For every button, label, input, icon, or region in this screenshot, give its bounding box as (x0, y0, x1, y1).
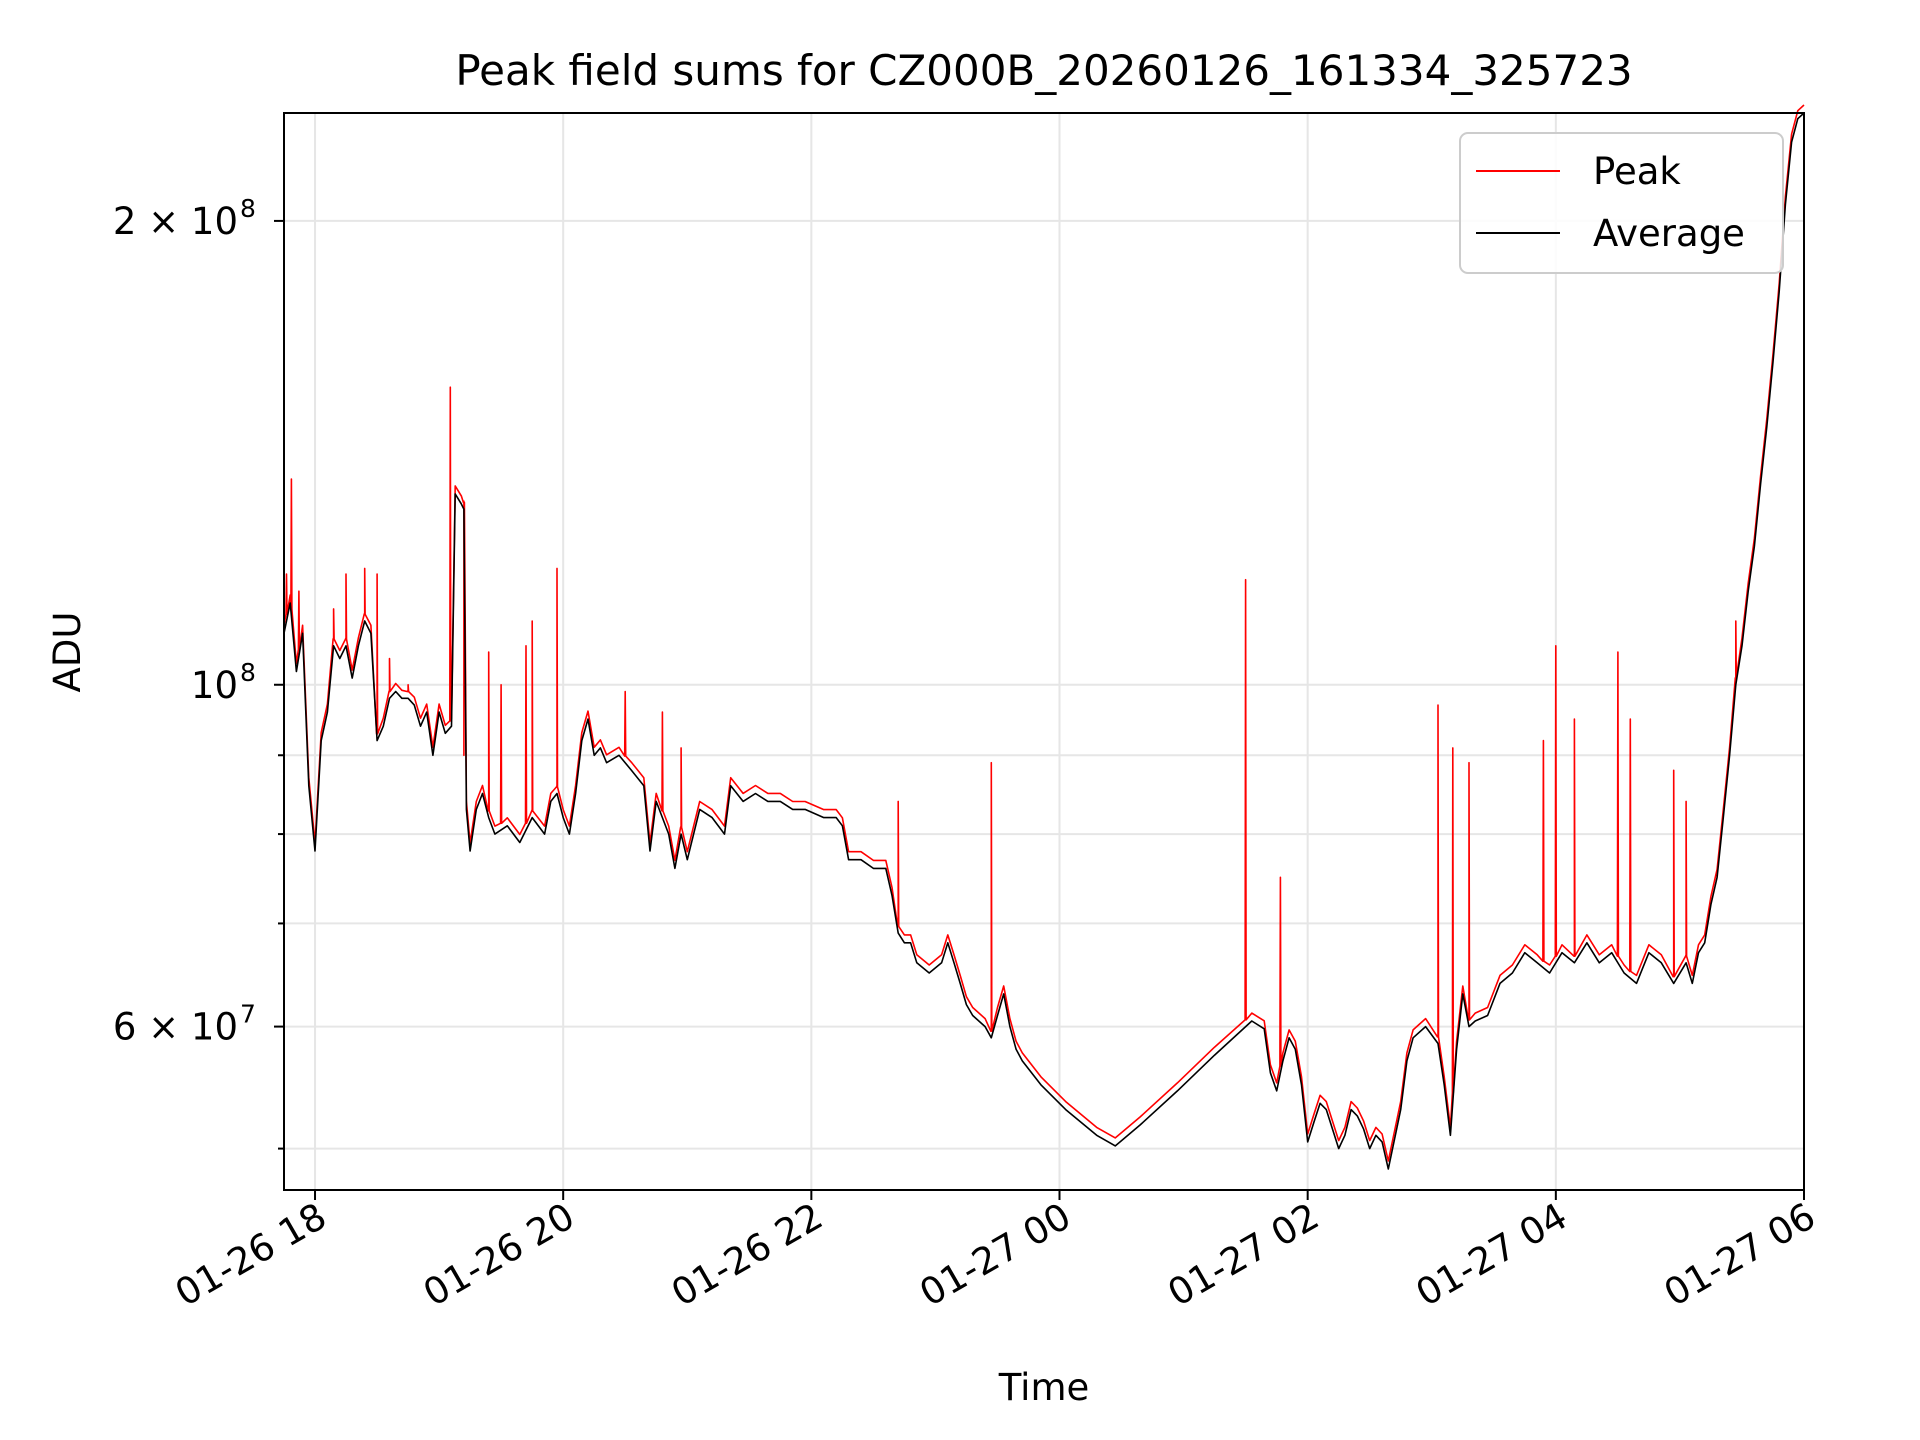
y-tick-exponent: 7 (240, 1000, 256, 1029)
legend-average-label: Average (1593, 212, 1745, 255)
legend: Peak Average (1459, 132, 1784, 274)
y-tick-label: 2 × 10 (113, 200, 238, 243)
legend-peak-label: Peak (1593, 150, 1681, 193)
average-series-line (283, 112, 1805, 1170)
legend-box (1459, 132, 1784, 274)
x-axis-label: Time (998, 1366, 1090, 1409)
y-tick-exponent: 8 (240, 658, 256, 687)
y-tick-label: 10 (191, 664, 238, 707)
peak-series-line (283, 104, 1805, 1162)
y-tick-exponent: 8 (240, 194, 256, 223)
y-tick-label: 6 × 10 (113, 1006, 238, 1049)
y-axis-label: ADU (46, 612, 89, 693)
chart-title: Peak field sums for CZ000B_20260126_1613… (455, 46, 1632, 95)
axes-frame (283, 112, 1805, 1191)
grid-lines (284, 113, 1805, 1190)
plot-series (283, 104, 1805, 1170)
